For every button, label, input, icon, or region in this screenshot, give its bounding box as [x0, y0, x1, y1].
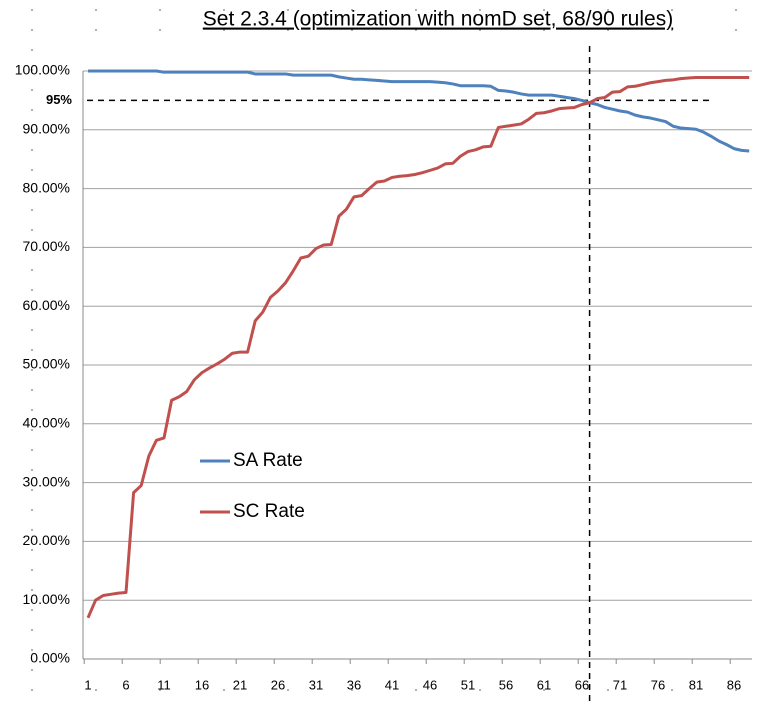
x-tick-label: 46 — [423, 677, 437, 692]
y-tick-label: 30.00% — [23, 473, 70, 489]
chart-title: Set 2.3.4 (optimization with nomD set, 6… — [203, 8, 673, 31]
y-tick-label: 80.00% — [23, 179, 70, 195]
series-line — [88, 69, 750, 153]
x-tick-label: 21 — [233, 677, 247, 692]
x-tick-label: 81 — [689, 677, 703, 692]
x-tick-label: 51 — [461, 677, 475, 692]
x-tick-label: 31 — [309, 677, 323, 692]
x-tick-label: 86 — [727, 677, 741, 692]
y-tick-label: 70.00% — [23, 238, 70, 254]
x-tick-label: 66 — [575, 677, 589, 692]
legend-label: SA Rate — [233, 450, 303, 471]
y-tick-label: 90.00% — [23, 121, 70, 137]
x-tick-label: 36 — [347, 677, 361, 692]
x-tick-label: 11 — [157, 677, 171, 692]
y-tick-label: 50.00% — [23, 356, 70, 372]
y-tick-label: 0.00% — [30, 650, 70, 666]
plot-background — [82, 44, 758, 674]
x-tick-label: 41 — [385, 677, 399, 692]
series-line — [86, 75, 750, 619]
x-tick-label: 56 — [499, 677, 513, 692]
reference-label: 95% — [46, 92, 72, 107]
x-tick-label: 6 — [122, 677, 129, 692]
y-tick-label: 60.00% — [23, 297, 70, 313]
x-tick-label: 26 — [271, 677, 285, 692]
y-tick-label: 20.00% — [23, 532, 70, 548]
y-tick-label: 100.00% — [15, 62, 70, 78]
legend-label: SC Rate — [233, 501, 305, 522]
x-tick-label: 76 — [651, 677, 665, 692]
x-tick-label: 1 — [84, 677, 91, 692]
x-tick-label: 71 — [613, 677, 627, 692]
x-tick-label: 61 — [537, 677, 551, 692]
y-tick-label: 40.00% — [23, 415, 70, 431]
y-tick-label: 10.00% — [23, 591, 70, 607]
x-tick-label: 16 — [195, 677, 209, 692]
